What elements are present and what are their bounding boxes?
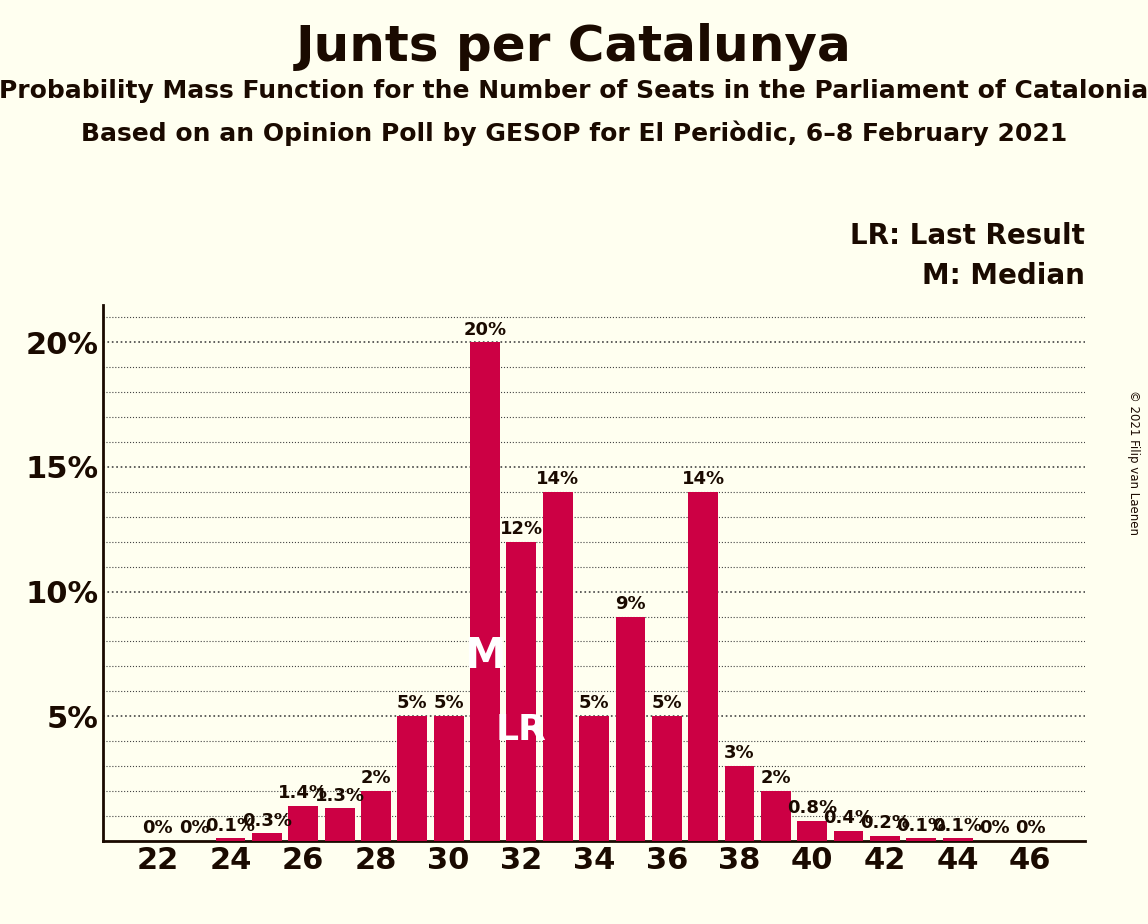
Text: 2%: 2%: [760, 770, 791, 787]
Text: 3%: 3%: [724, 745, 755, 762]
Bar: [397, 716, 427, 841]
Bar: [362, 791, 390, 841]
Bar: [724, 766, 754, 841]
Text: 0.1%: 0.1%: [205, 817, 256, 834]
Text: 5%: 5%: [651, 695, 682, 712]
Text: 14%: 14%: [682, 470, 724, 488]
Bar: [543, 492, 573, 841]
Text: M: Median: M: Median: [922, 262, 1085, 290]
Bar: [943, 838, 972, 841]
Text: 0%: 0%: [1015, 819, 1046, 837]
Text: 14%: 14%: [536, 470, 580, 488]
Text: © 2021 Filip van Laenen: © 2021 Filip van Laenen: [1127, 390, 1140, 534]
Bar: [288, 806, 318, 841]
Text: 0%: 0%: [978, 819, 1009, 837]
Bar: [253, 833, 281, 841]
Text: 5%: 5%: [433, 695, 464, 712]
Text: Junts per Catalunya: Junts per Catalunya: [296, 23, 852, 71]
Text: 12%: 12%: [499, 520, 543, 538]
Text: M: M: [464, 636, 506, 677]
Bar: [471, 342, 499, 841]
Bar: [761, 791, 791, 841]
Bar: [325, 808, 355, 841]
Bar: [652, 716, 682, 841]
Text: 0.1%: 0.1%: [897, 817, 946, 834]
Text: 1.3%: 1.3%: [315, 786, 365, 805]
Text: 5%: 5%: [397, 695, 428, 712]
Text: 1.4%: 1.4%: [278, 784, 328, 802]
Bar: [870, 836, 900, 841]
Text: 0.1%: 0.1%: [932, 817, 983, 834]
Bar: [907, 838, 936, 841]
Bar: [506, 541, 536, 841]
Bar: [216, 838, 246, 841]
Text: 0.8%: 0.8%: [788, 799, 837, 817]
Text: Based on an Opinion Poll by GESOP for El Periòdic, 6–8 February 2021: Based on an Opinion Poll by GESOP for El…: [80, 120, 1068, 146]
Bar: [798, 821, 827, 841]
Bar: [580, 716, 608, 841]
Text: 20%: 20%: [464, 321, 506, 338]
Bar: [615, 616, 645, 841]
Text: 2%: 2%: [360, 770, 391, 787]
Text: 0%: 0%: [179, 819, 210, 837]
Text: LR: LR: [496, 713, 546, 748]
Bar: [833, 831, 863, 841]
Text: 0.2%: 0.2%: [860, 814, 910, 833]
Text: 5%: 5%: [579, 695, 610, 712]
Bar: [434, 716, 464, 841]
Text: LR: Last Result: LR: Last Result: [850, 222, 1085, 249]
Text: 0.4%: 0.4%: [823, 809, 874, 827]
Bar: [689, 492, 718, 841]
Text: 0.3%: 0.3%: [242, 811, 292, 830]
Text: 9%: 9%: [615, 595, 646, 613]
Text: 0%: 0%: [142, 819, 173, 837]
Text: Probability Mass Function for the Number of Seats in the Parliament of Catalonia: Probability Mass Function for the Number…: [0, 79, 1148, 103]
